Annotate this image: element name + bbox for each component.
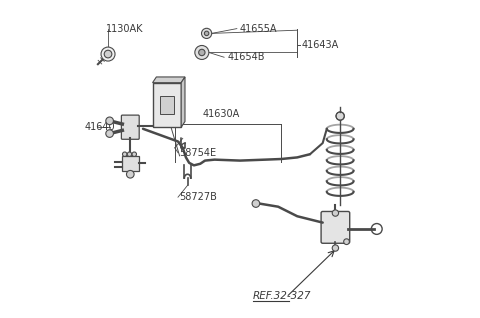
Circle shape [252,200,260,207]
Polygon shape [153,77,185,83]
Circle shape [104,50,112,58]
Circle shape [332,210,338,216]
Bar [153,83,181,127]
Circle shape [126,170,134,178]
Text: 58754E: 58754E [180,148,216,158]
Polygon shape [103,48,113,60]
Circle shape [199,49,205,56]
Circle shape [202,28,212,38]
Text: 1130AK: 1130AK [107,24,144,34]
Circle shape [106,117,113,125]
Text: 58727B: 58727B [180,192,217,202]
Circle shape [336,112,344,120]
Text: REF.32-327: REF.32-327 [252,291,311,301]
Circle shape [204,31,209,36]
Polygon shape [181,77,185,127]
FancyBboxPatch shape [121,115,139,139]
Circle shape [132,152,136,156]
Text: 41654B: 41654B [228,52,265,62]
FancyBboxPatch shape [321,211,350,243]
Circle shape [106,130,113,137]
Bar [121,156,139,171]
Circle shape [101,47,115,61]
Circle shape [344,239,349,245]
Circle shape [195,45,209,59]
Circle shape [332,245,338,251]
Circle shape [127,152,132,156]
Text: 41655A: 41655A [240,24,277,34]
Text: 41640: 41640 [84,122,115,132]
Circle shape [122,152,127,156]
Bar [160,96,174,114]
Text: 41630A: 41630A [202,109,240,120]
Text: 41643A: 41643A [302,39,339,50]
